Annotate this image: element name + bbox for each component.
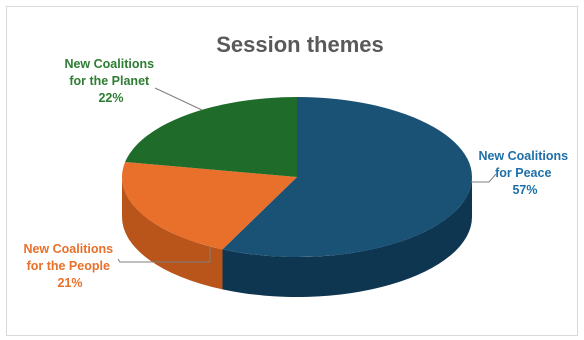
pie-sides [122, 177, 472, 298]
leader-planet [154, 87, 203, 111]
slice-peace [222, 97, 472, 257]
slice-label-people: New Coalitions for the People 21% [23, 242, 116, 290]
slice-label-people-percent: 21% [57, 276, 82, 290]
slice-label-planet: New Coalitions for the Planet 22% [64, 57, 157, 105]
slice-label-people-line1: New Coalitions [23, 242, 113, 256]
slice-label-peace-line1: New Coalitions [478, 149, 568, 163]
pie-tops [121, 97, 472, 257]
slice-peace-side [222, 177, 472, 298]
slice-people [121, 162, 297, 250]
slice-label-peace-percent: 57% [512, 183, 537, 197]
slice-label-peace: New Coalitions for Peace 57% [478, 149, 571, 197]
chart-title: Session themes [216, 32, 384, 57]
label-leaders [117, 87, 497, 263]
slice-planet [125, 97, 297, 177]
slice-label-people-line2: for the People [27, 259, 110, 273]
slice-label-planet-line2: for the Planet [69, 74, 150, 88]
slice-label-planet-line1: New Coalitions [64, 57, 154, 71]
slice-label-peace-line2: for Peace [495, 166, 551, 180]
slice-people-side [122, 177, 223, 290]
leader-peace [471, 173, 497, 183]
slice-label-planet-percent: 22% [98, 91, 123, 105]
leader-people [117, 247, 211, 263]
